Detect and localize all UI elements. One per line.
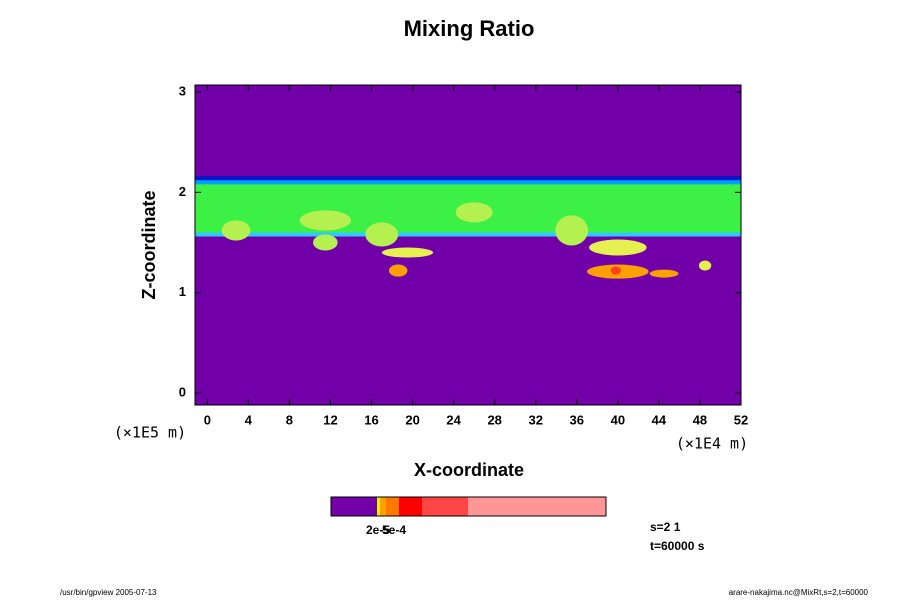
x-axis-title: X-coordinate: [414, 460, 524, 480]
x-tick-label: 40: [611, 412, 625, 427]
contour-region: [649, 269, 679, 278]
colorbar-frame: [330, 496, 607, 517]
plot-frame: [194, 84, 742, 406]
contour-layer: [195, 232, 741, 237]
colorbar-label: 5e-4: [382, 523, 406, 537]
field-background: [195, 85, 741, 405]
x-tick-label: 20: [405, 412, 419, 427]
contour-region: [299, 210, 351, 231]
y-tick-label: 3: [179, 83, 186, 98]
colorbar-segment: [377, 497, 380, 516]
x-tick-label: 48: [693, 412, 707, 427]
colorbar-segment: [422, 497, 468, 516]
contour-layer: [195, 179, 741, 185]
x-tick-label: 52: [734, 412, 748, 427]
x-tick-label: 4: [245, 412, 253, 427]
contour-region: [610, 266, 621, 275]
y-tick-label: 1: [179, 284, 186, 299]
colorbar-segment: [380, 497, 386, 516]
x-unit: (×1E4 m): [676, 435, 748, 453]
contour-region: [455, 202, 493, 223]
chart-title: Mixing Ratio: [404, 16, 535, 41]
x-tick-label: 0: [204, 412, 211, 427]
field: [195, 176, 741, 279]
colorbar-segment: [386, 497, 399, 516]
contour-region: [698, 260, 712, 271]
contour-region: [388, 264, 408, 277]
x-tick-label: 32: [529, 412, 543, 427]
x-tick-label: 36: [570, 412, 584, 427]
colorbar-segment: [331, 497, 377, 516]
y-tick-label: 2: [179, 184, 186, 199]
y-tick-label: 0: [179, 384, 186, 399]
footer: /usr/bin/gpview 2005-07-13: [60, 588, 157, 597]
contour-region: [313, 234, 338, 251]
y-unit: (×1E5 m): [114, 424, 186, 442]
contour-layer: [195, 176, 741, 181]
contour-region: [555, 215, 589, 246]
x-tick-label: 8: [286, 412, 293, 427]
x-tick-label: 16: [364, 412, 378, 427]
contour-region: [589, 239, 647, 256]
y-axis-title: Z-coordinate: [139, 190, 159, 299]
x-tick-label: 28: [487, 412, 501, 427]
colorbar-segment: [399, 497, 422, 516]
contour-region: [221, 220, 251, 241]
x-tick-label: 44: [652, 412, 667, 427]
contour-region: [381, 247, 434, 258]
annotation: t=60000 s: [650, 539, 705, 553]
x-tick-label: 24: [446, 412, 461, 427]
annotation: s=2 1: [650, 520, 681, 534]
contour-region: [365, 222, 399, 247]
colorbar-segment: [468, 497, 606, 516]
x-tick-label: 12: [323, 412, 337, 427]
footer: arare-nakajima.nc@MixRt,s=2,t=60000: [729, 588, 869, 597]
colorbar-label: 2e-5: [366, 523, 390, 537]
